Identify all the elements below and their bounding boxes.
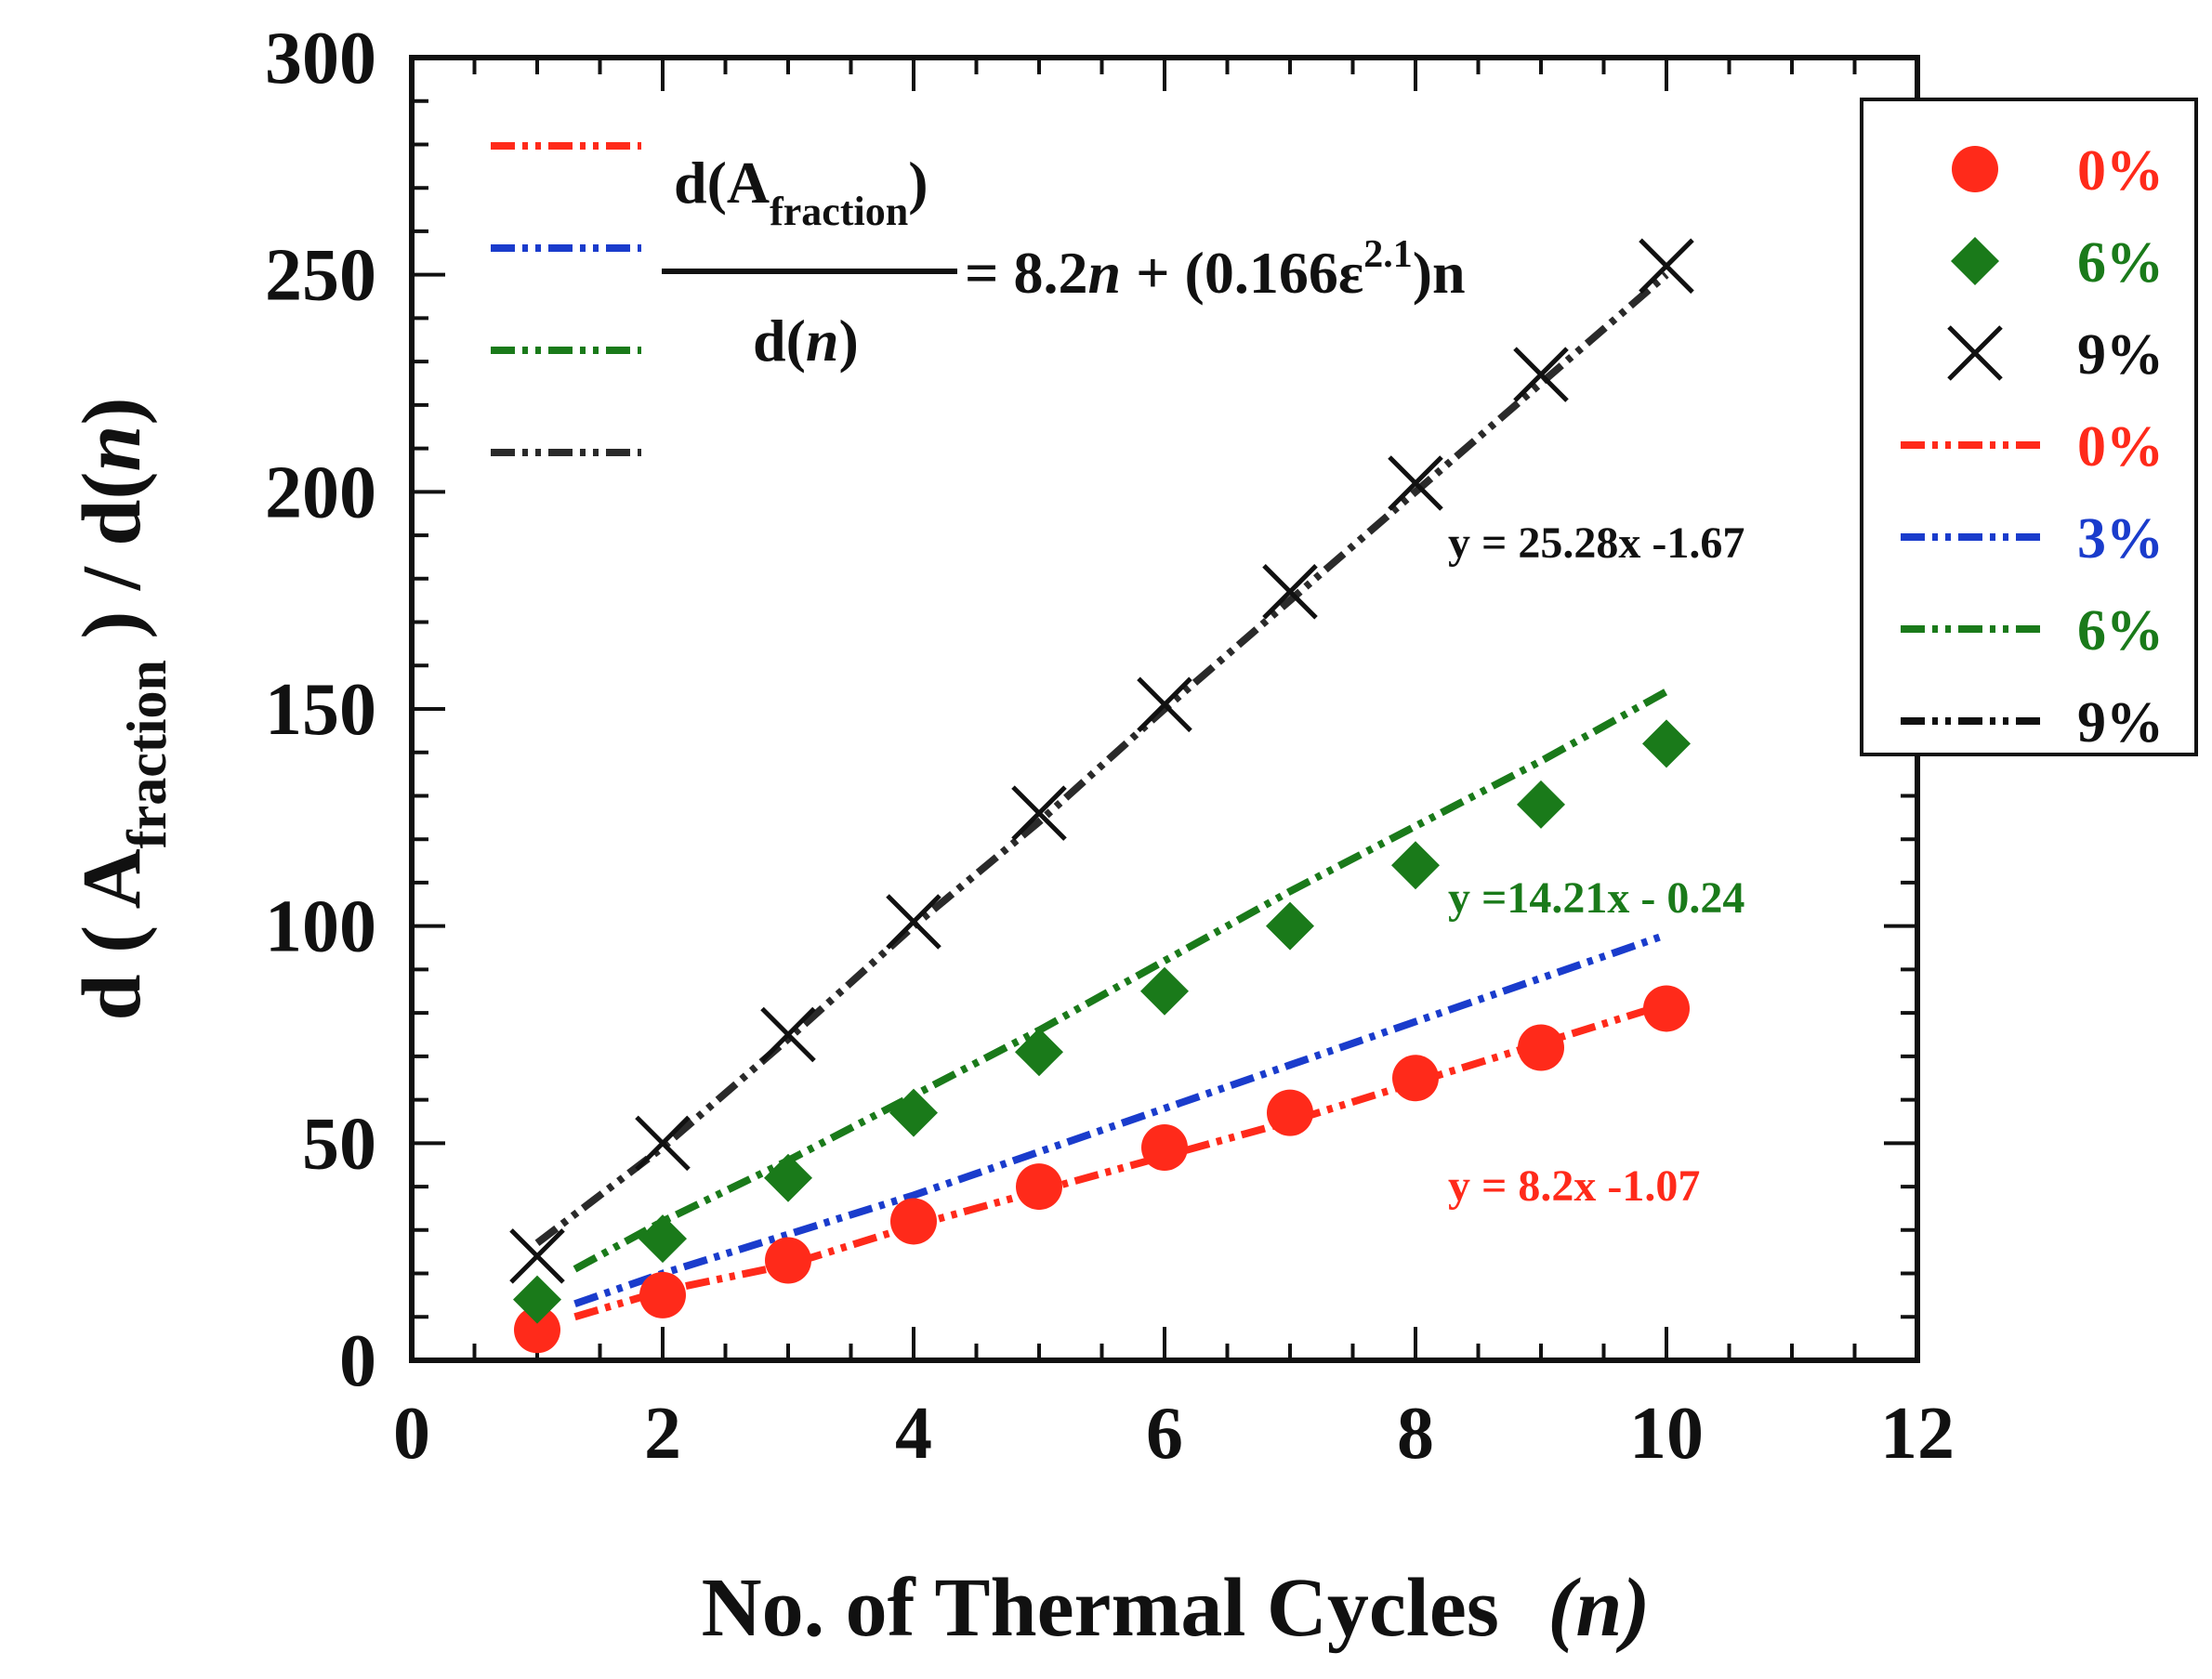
- x-axis-title: No. of Thermal Cycles (n): [702, 1562, 1651, 1654]
- data-markers: [509, 238, 1694, 1354]
- formula-den-var: n: [806, 308, 839, 374]
- data-point-diamond: [1266, 901, 1314, 951]
- legend-marker-cross: [1947, 325, 2003, 381]
- legend-label: 3%: [2077, 507, 2164, 571]
- y-axis-title-suffix-b: ): [66, 398, 158, 426]
- data-point-circle: [1518, 1024, 1564, 1071]
- tick-labels: 0 50 100 150 200 250 300 0 2 4 6 8 10 12: [265, 18, 1955, 1475]
- y-axis-title-suffix-a: ) / d(: [66, 472, 158, 661]
- data-point-circle: [514, 1306, 560, 1354]
- data-point-diamond: [1642, 719, 1691, 768]
- y-tick-label: 250: [265, 235, 376, 317]
- formula-num-suffix: ): [908, 150, 928, 216]
- data-point-cross: [1388, 455, 1443, 511]
- formula-num-prefix: d(A: [674, 150, 770, 216]
- data-point-cross: [1011, 785, 1067, 841]
- legend-marker-diamond: [1951, 237, 1999, 285]
- data-point-diamond: [764, 1153, 812, 1202]
- y-axis-title: d ( Afraction ) / d(n): [66, 398, 178, 1021]
- data-point-diamond: [1015, 1028, 1063, 1077]
- formula-den-suffix: ): [839, 308, 859, 374]
- x-tick-label: 2: [644, 1393, 681, 1475]
- legend-label: 6%: [2077, 231, 2164, 295]
- data-point-circle: [1267, 1089, 1313, 1136]
- x-tick-label: 12: [1880, 1393, 1955, 1475]
- formula-rhs-sup: 2.1: [1363, 233, 1413, 276]
- data-point-cross: [886, 894, 941, 950]
- x-tick-label: 6: [1146, 1393, 1183, 1475]
- formula-rhs: = 8.2n + (0.166ε2.1)n: [965, 233, 1466, 306]
- legend-label: 9%: [2077, 691, 2164, 754]
- y-axis-title-sub: fraction: [116, 660, 178, 848]
- data-point-diamond: [639, 1214, 687, 1264]
- data-point-circle: [1643, 985, 1690, 1032]
- x-tick-label: 10: [1629, 1393, 1704, 1475]
- y-tick-label: 50: [302, 1103, 376, 1185]
- formula-numerator: d(Afraction): [674, 150, 928, 234]
- y-tick-label: 150: [265, 669, 376, 751]
- legend-label: 6%: [2077, 599, 2164, 662]
- y-tick-label: 300: [265, 18, 376, 99]
- formula-rhs-a: = 8.2: [965, 240, 1087, 306]
- formula-num-sub: fraction: [770, 189, 908, 234]
- x-tick-label: 4: [895, 1393, 932, 1475]
- y-axis-title-prefix: d ( A: [66, 848, 158, 1020]
- x-tick-label: 8: [1397, 1393, 1434, 1475]
- y-tick-label: 200: [265, 452, 376, 533]
- equation-6pct: y =14.21x - 0.24: [1448, 873, 1745, 923]
- legend-label: 9%: [2077, 323, 2164, 387]
- formula-rhs-b: + (0.166ε: [1121, 240, 1363, 306]
- x-axis-title-text: No. of Thermal Cycles: [702, 1562, 1499, 1654]
- fit-line: [573, 931, 1668, 1308]
- equation-9pct: y = 25.28x -1.67: [1448, 518, 1745, 568]
- data-point-diamond: [1140, 966, 1189, 1016]
- data-point-diamond: [1517, 780, 1565, 829]
- data-point-cross: [635, 1115, 691, 1172]
- legend-label: 0%: [2077, 415, 2164, 479]
- data-point-circle: [890, 1198, 937, 1245]
- legend-box: [1860, 98, 2198, 756]
- data-point-cross: [1513, 347, 1569, 402]
- data-point-circle: [1141, 1124, 1188, 1172]
- data-point-circle: [639, 1271, 686, 1318]
- formula-rhs-c: )n: [1413, 240, 1466, 306]
- data-point-cross: [760, 1006, 816, 1063]
- y-tick-label: 0: [339, 1320, 376, 1402]
- formula-rhs-var: n: [1087, 240, 1121, 306]
- fit-line: [573, 1000, 1668, 1321]
- formula-key-lines: [491, 142, 641, 456]
- fit-line: [534, 271, 1669, 1247]
- fit-lines: [534, 271, 1669, 1321]
- data-point-diamond: [889, 1088, 938, 1137]
- data-point-circle: [1392, 1055, 1439, 1102]
- data-point-diamond: [513, 1275, 561, 1324]
- legend-label: 0%: [2077, 139, 2164, 203]
- data-point-cross: [509, 1228, 565, 1284]
- data-point-circle: [1016, 1163, 1062, 1211]
- data-point-cross: [1137, 676, 1192, 733]
- data-point-diamond: [1391, 841, 1440, 890]
- x-axis-title-var: (n): [1547, 1562, 1650, 1654]
- data-point-cross: [1262, 564, 1318, 620]
- legend: 0% 6% 9% 0% 3% 6% 9%: [1901, 139, 2164, 754]
- y-axis-title-var: n: [66, 426, 158, 472]
- formula-denominator: d(n): [753, 308, 859, 374]
- formula-den-prefix: d(: [753, 308, 806, 374]
- data-point-circle: [765, 1237, 811, 1284]
- x-tick-label: 0: [393, 1393, 430, 1475]
- y-tick-label: 100: [265, 886, 376, 968]
- data-point-cross: [1639, 238, 1694, 295]
- fit-line: [573, 688, 1668, 1273]
- formula: d(Afraction) d(n) = 8.2n + (0.166ε2.1)n: [662, 150, 1466, 374]
- legend-marker-circle: [1952, 146, 1998, 192]
- equation-0pct: y = 8.2x -1.07: [1448, 1161, 1700, 1211]
